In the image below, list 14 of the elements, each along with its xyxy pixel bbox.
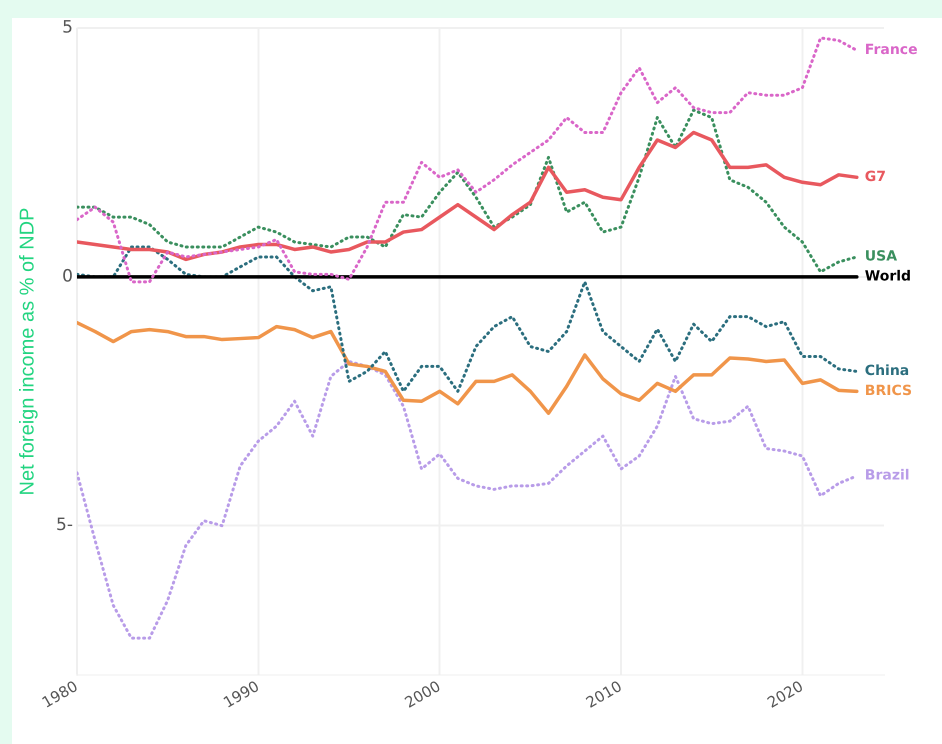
line-series: [77, 36, 858, 284]
y-tick-label: 0: [62, 266, 73, 286]
y-tick-label: 5-: [56, 515, 73, 536]
y-tick-label: 5: [62, 17, 73, 38]
line-series: [77, 108, 858, 274]
series-label: China: [864, 363, 910, 380]
series-label: USA: [864, 248, 898, 265]
line-series: [77, 245, 858, 393]
y-axis-title: Net foreign income as % of NDP: [16, 208, 39, 496]
series-label: France: [864, 42, 918, 58]
series-label: Brazil: [864, 468, 910, 484]
series-label: G7: [864, 168, 886, 185]
series-label: World: [864, 268, 912, 284]
series-label: BRICS: [864, 382, 912, 399]
